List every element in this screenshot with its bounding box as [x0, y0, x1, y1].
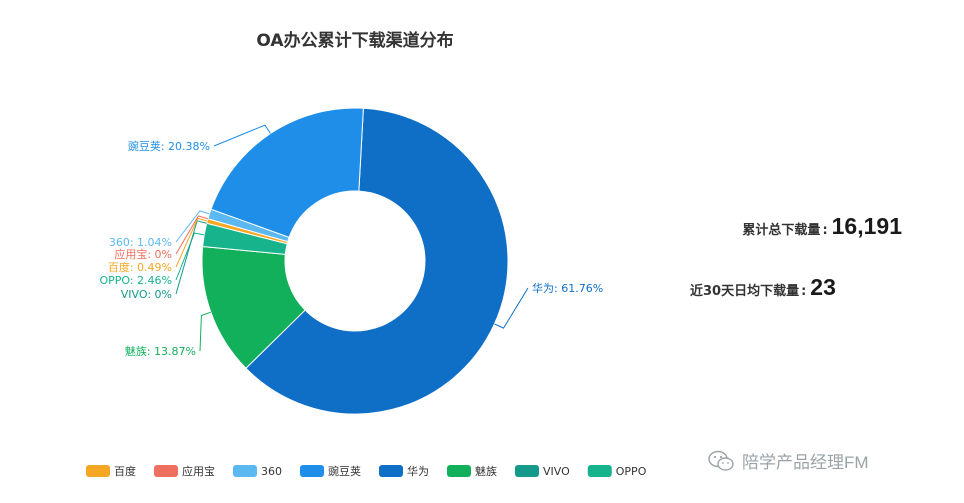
label-line-oppo: [175, 232, 205, 281]
legend-item-huawei[interactable]: 华为: [379, 464, 429, 478]
legend-label-baidu: 百度: [114, 464, 136, 478]
slice-label-baidu: 百度: 0.49%: [108, 260, 172, 274]
legend-swatch-meizu: [447, 465, 471, 477]
legend-label-vivo: VIVO: [543, 465, 570, 478]
legend-swatch-wandoujia: [300, 465, 324, 477]
pie-slices: [201, 107, 509, 415]
watermark: 陪学产品经理FM: [708, 448, 869, 473]
legend-item-yingyongbao[interactable]: 应用宝: [154, 464, 215, 478]
slice-wandoujia: [210, 107, 364, 238]
legend-label-meizu: 魅族: [475, 464, 497, 478]
legend-swatch-oppo: [587, 465, 612, 477]
legend-item-360[interactable]: 360: [233, 465, 282, 478]
watermark-text: 陪学产品经理FM: [742, 453, 869, 472]
total-downloads-stat: 累计总下载量 : 16,191: [742, 213, 902, 240]
legend-item-meizu[interactable]: 魅族: [447, 464, 497, 478]
legend: 百度 应用宝 360 豌豆荚 华为 魅族 VIVO OPPO: [86, 464, 647, 478]
chart-title: OA办公累计下载渠道分布: [256, 30, 453, 51]
slice-label-oppo: OPPO: 2.46%: [99, 274, 172, 287]
avg-downloads-value: 23: [810, 274, 836, 300]
label-line-huawei: [494, 287, 529, 329]
legend-label-yingyongbao: 应用宝: [182, 464, 215, 478]
slice-label-lines: [175, 124, 529, 352]
wechat-icon: [708, 450, 734, 471]
legend-swatch-baidu: [86, 465, 110, 477]
label-line-baidu: [175, 217, 208, 268]
avg-downloads-label: 近30天日均下载量: [690, 284, 800, 299]
slice-label-yingyongbao: 应用宝: 0%: [114, 247, 172, 261]
slice-labels: 华为: 61.76% 魅族: 13.87% OPPO: 2.46%VIVO: 0% 百…: [99, 139, 603, 358]
legend-label-huawei: 华为: [407, 464, 429, 478]
total-downloads-value: 16,191: [831, 213, 902, 239]
legend-item-oppo[interactable]: OPPO: [587, 465, 647, 478]
label-line-meizu: [199, 311, 211, 352]
total-downloads-label: 累计总下载量: [742, 223, 821, 238]
legend-swatch-yingyongbao: [154, 465, 178, 477]
legend-label-wandoujia: 豌豆荚: [328, 464, 361, 478]
avg-downloads-separator: :: [801, 284, 807, 299]
slice-label-huawei: 华为: 61.76%: [532, 281, 603, 295]
slice-label-vivo: VIVO: 0%: [121, 288, 172, 301]
legend-swatch-360: [233, 465, 257, 477]
label-line-wandoujia: [213, 124, 271, 147]
legend-swatch-vivo: [515, 465, 539, 477]
legend-label-360: 360: [261, 465, 282, 478]
avg-downloads-stat: 近30天日均下载量 : 23: [690, 274, 836, 301]
legend-swatch-huawei: [379, 465, 403, 477]
label-line-yingyongbao: [175, 215, 209, 255]
total-downloads-separator: :: [822, 223, 828, 238]
legend-item-baidu[interactable]: 百度: [86, 464, 136, 478]
slice-label-wandoujia: 豌豆荚: 20.38%: [128, 139, 210, 153]
legend-label-oppo: OPPO: [616, 465, 647, 478]
slice-label-360: 360: 1.04%: [109, 236, 172, 249]
slice-huawei: [245, 107, 509, 415]
label-line-360: [175, 210, 210, 243]
legend-item-wandoujia[interactable]: 豌豆荚: [300, 464, 361, 478]
slice-label-meizu: 魅族: 13.87%: [125, 344, 196, 358]
legend-item-vivo[interactable]: VIVO: [515, 465, 570, 478]
